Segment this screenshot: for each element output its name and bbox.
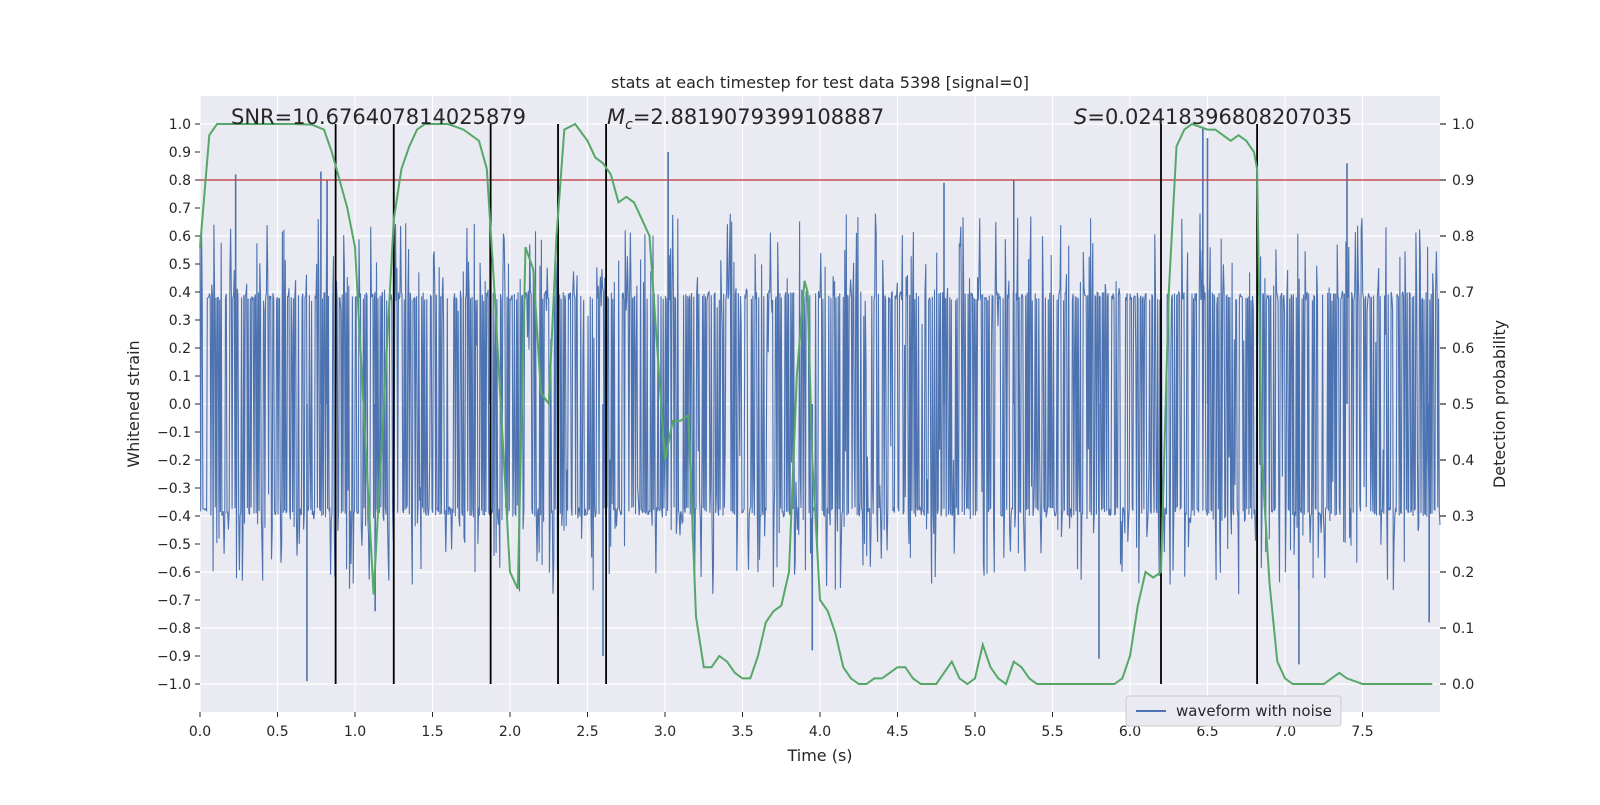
probability-group (199, 122, 1433, 686)
y-tick-label-3: 0.7 (169, 201, 191, 217)
y-axis-ticks: 1.0 0.9 0.8 0.7 0.6 0.5 0.4 0.3 0.2 0.1 0.0 −0.1 −0.… (157, 117, 200, 693)
waveform-line (199, 213, 1441, 595)
y-tick-label-19: −0.9 (157, 649, 191, 665)
mc-symbol: M (607, 105, 625, 129)
y2-tick-label-1: 0.9 (1452, 173, 1474, 189)
y-tick-label-9: 0.1 (169, 369, 191, 385)
snr-annotation: SNR=10.676407814025879 (231, 105, 526, 129)
y-tick-label-18: −0.8 (157, 621, 191, 637)
probability-line (199, 122, 1433, 686)
y2-tick-label-4: 0.6 (1452, 341, 1474, 357)
y2-tick-label-10: 0.0 (1452, 677, 1474, 693)
x-tick-label-14: 7.0 (1274, 724, 1296, 740)
y2-tick-label-3: 0.7 (1452, 285, 1474, 301)
y-tick-label-1: 0.9 (169, 145, 191, 161)
chart-title: stats at each timestep for test data 539… (611, 73, 1029, 92)
y-tick-label-11: −0.1 (157, 425, 191, 441)
x-tick-label-12: 6.0 (1119, 724, 1141, 740)
y2-tick-label-9: 0.1 (1452, 621, 1474, 637)
x-tick-label-8: 4.0 (809, 724, 831, 740)
x-tick-label-15: 7.5 (1351, 724, 1373, 740)
x-tick-label-4: 2.0 (499, 724, 521, 740)
x-tick-label-6: 3.0 (654, 724, 676, 740)
y-tick-label-4: 0.6 (169, 229, 191, 245)
y2-tick-label-7: 0.3 (1452, 509, 1474, 525)
x-tick-label-10: 5.0 (964, 724, 986, 740)
mc-annotation: Mc=2.8819079399108887 (607, 105, 884, 133)
y-tick-label-10: 0.0 (169, 397, 191, 413)
x-tick-label-5: 2.5 (576, 724, 598, 740)
y-tick-label-7: 0.3 (169, 313, 191, 329)
y2-axis-ticks: 1.0 0.9 0.8 0.7 0.6 0.5 0.4 0.3 0.2 0.1 0.0 (1440, 117, 1474, 693)
mc-subscript: c (625, 117, 633, 133)
x-tick-label-7: 3.5 (731, 724, 753, 740)
legend: waveform with noise (1125, 695, 1342, 727)
x-axis-ticks: 0.0 0.5 1.0 1.5 2.0 2.5 3.0 3.5 4.0 4.5 5.0 5.5 6.0 6… (189, 712, 1374, 740)
s-annotation: S=0.02418396808207035 (1074, 105, 1352, 129)
s-symbol: S (1074, 105, 1087, 129)
y-tick-label-13: −0.3 (157, 481, 191, 497)
legend-box (1125, 695, 1342, 727)
y-axis-label: Whitened strain (124, 340, 143, 467)
x-tick-label-1: 0.5 (266, 724, 288, 740)
y2-tick-label-6: 0.4 (1452, 453, 1474, 469)
x-tick-label-9: 4.5 (886, 724, 908, 740)
y-tick-label-2: 0.8 (169, 173, 191, 189)
y-tick-label-12: −0.2 (157, 453, 191, 469)
x-tick-label-3: 1.5 (421, 724, 443, 740)
y-tick-label-16: −0.6 (157, 565, 191, 581)
s-value: =0.02418396808207035 (1087, 105, 1352, 129)
y-tick-label-15: −0.5 (157, 537, 191, 553)
x-tick-label-11: 5.5 (1041, 724, 1063, 740)
y-tick-label-0: 1.0 (169, 117, 191, 133)
y-tick-label-14: −0.4 (157, 509, 191, 525)
y-tick-label-20: −1.0 (157, 677, 191, 693)
y2-tick-label-5: 0.5 (1452, 397, 1474, 413)
x-tick-label-13: 6.5 (1196, 724, 1218, 740)
y2-tick-label-0: 1.0 (1452, 117, 1474, 133)
y2-axis-label: Detection probability (1490, 320, 1509, 488)
y-tick-label-6: 0.4 (169, 285, 191, 301)
mc-value: =2.8819079399108887 (633, 105, 884, 129)
y-tick-label-5: 0.5 (169, 257, 191, 273)
y2-tick-label-2: 0.8 (1452, 229, 1474, 245)
y-tick-label-8: 0.2 (169, 341, 191, 357)
x-axis-label: Time (s) (786, 746, 852, 765)
y-tick-label-17: −0.7 (157, 593, 191, 609)
x-tick-label-0: 0.0 (189, 724, 211, 740)
x-tick-label-2: 1.0 (344, 724, 366, 740)
legend-label-waveform: waveform with noise (1176, 702, 1332, 720)
y2-tick-label-8: 0.2 (1452, 565, 1474, 581)
